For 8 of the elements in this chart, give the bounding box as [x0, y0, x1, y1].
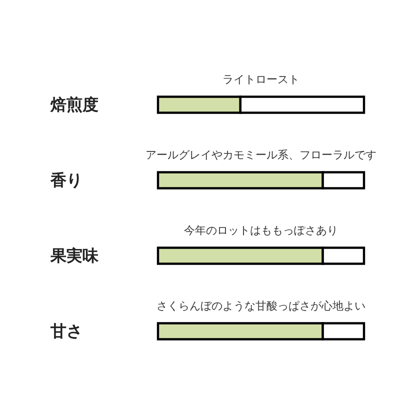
y-tick-label: 果実味 [50, 246, 100, 265]
annotation: アールグレイやカモミール系、フローラルです [146, 148, 376, 162]
annotation: 今年のロットはももっぽさあり [184, 224, 338, 237]
annotation: ライトロースト [222, 72, 300, 86]
y-tick-label: 香り [50, 170, 82, 190]
annotation: さくらんぼのような甘酸っぱさが心地よい [156, 299, 366, 312]
y-tick-label: 焙煎度 [50, 94, 98, 114]
y-tick-label: 甘さ [50, 321, 82, 340]
